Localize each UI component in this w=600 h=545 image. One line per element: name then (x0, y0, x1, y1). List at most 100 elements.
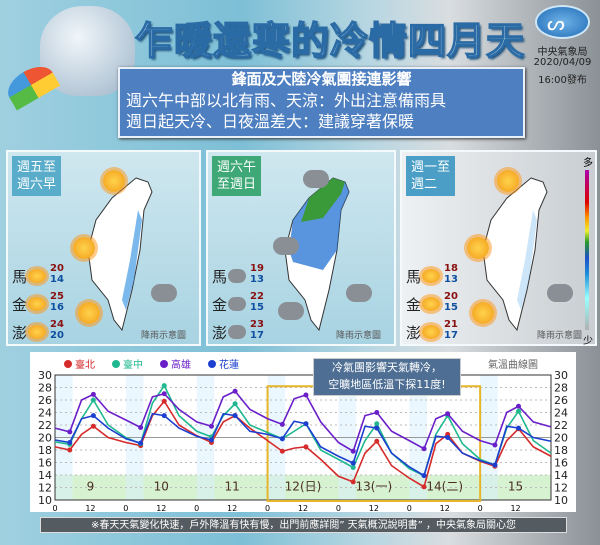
sun-icon (28, 269, 46, 283)
issue-date: 2020/04/09 (533, 57, 592, 68)
rain-cloud-icon (273, 237, 299, 255)
y-tick-label-right: 22 (554, 419, 568, 432)
data-point (350, 448, 356, 454)
island-high-temp: 20 (50, 263, 64, 274)
data-point (516, 408, 522, 414)
day-label: 9 (87, 480, 95, 494)
x-hour-tick: 0 (123, 504, 128, 512)
rain-map-caption: 降雨示意圖 (336, 331, 382, 341)
island-low-temp: 14 (50, 274, 64, 285)
data-point (350, 465, 356, 470)
data-point (161, 398, 167, 404)
island-high-temp: 24 (50, 319, 64, 330)
data-point (90, 423, 96, 429)
data-point (303, 444, 309, 450)
island-low-temp: 15 (250, 302, 264, 313)
rain-cloud-icon (228, 325, 246, 339)
day-label: 10 (154, 480, 169, 494)
legend-marker (208, 360, 216, 368)
taiwan-rain-map (481, 177, 548, 332)
forecast-panel-1: 週五至 週六早 降雨示意圖 馬 20 14 金 25 16 澎 24 20 (6, 150, 201, 346)
y-tick-label-left: 10 (38, 494, 52, 507)
island-name: 金 (212, 296, 228, 314)
y-tick-label-left: 20 (38, 432, 52, 445)
temperature-chart: 10 10 12 12 14 14 16 16 18 18 20 20 22 22 24 24 26 26 28 28… (30, 352, 576, 513)
panel-period-label: 週五至 週六早 (12, 156, 62, 196)
island-name: 馬 (12, 268, 28, 286)
x-hour-tick: 0 (52, 504, 57, 512)
island-low-temp: 13 (444, 274, 458, 285)
rain-cloud-icon (228, 269, 246, 283)
island-high-temp: 21 (444, 319, 458, 330)
x-hour-tick: 12 (440, 504, 450, 512)
y-tick-label-left: 28 (38, 382, 52, 395)
data-point (516, 403, 522, 409)
island-name: 金 (12, 296, 28, 314)
y-tick-label-left: 18 (38, 444, 52, 457)
sun-icon (28, 325, 46, 339)
island-name: 澎 (12, 324, 28, 342)
y-tick-label-left: 22 (38, 419, 52, 432)
legend-marker (112, 360, 120, 368)
sun-cloud-icon (467, 237, 489, 259)
sun-cloud-icon (73, 237, 95, 259)
island-name: 澎 (212, 324, 228, 342)
day-label: 15 (508, 480, 523, 494)
data-point (445, 435, 451, 440)
legend-label: 花蓮 (219, 358, 239, 371)
data-point (208, 423, 214, 429)
y-tick-label-left: 14 (38, 469, 52, 482)
island-name: 馬 (212, 268, 228, 286)
y-tick-label-left: 30 (38, 369, 52, 382)
data-point (421, 446, 427, 452)
island-low-temp: 17 (250, 330, 264, 341)
data-point (90, 397, 96, 403)
rain-cloud-icon (303, 170, 329, 188)
sun-icon (422, 297, 440, 311)
chart-note-line-2: 空曠地區低溫下探11度! (328, 378, 446, 391)
legend-label: 臺中 (123, 358, 143, 371)
summary-box: 鋒面及大陸冷氣團接連影響 週六午中部以北有雨、天涼：外出注意備雨具 週日起天冷、… (118, 67, 525, 138)
chart-note-line-1: 冷氣團影響天氣轉冷， (332, 361, 442, 374)
data-point (138, 440, 144, 446)
sun-cloud-icon (472, 302, 494, 324)
data-point (232, 413, 238, 419)
island-name: 馬 (406, 268, 422, 286)
legend-marker (64, 360, 72, 368)
data-point (374, 410, 380, 415)
island-high-temp: 23 (250, 319, 264, 330)
data-point (138, 425, 144, 430)
issue-time: 16:00發布 (538, 75, 587, 86)
x-hour-tick: 12 (369, 504, 379, 512)
y-tick-label-right: 12 (554, 482, 568, 495)
data-point (374, 425, 380, 431)
y-tick-label-right: 24 (554, 407, 568, 420)
y-tick-label-right: 10 (554, 494, 568, 507)
series-line-花蓮 (54, 412, 552, 477)
chart-title: 氣溫曲線圖 (488, 358, 538, 371)
x-hour-tick: 12 (156, 504, 166, 512)
data-point (421, 473, 427, 479)
day-label: 13(一) (356, 480, 393, 494)
footer-banner: ※春天天氣變化快速，戶外降溫有快有慢，出門前應詳閱” 天氣概況說明書” ，中央氣… (40, 517, 567, 533)
rain-cloud-icon (346, 284, 372, 302)
data-point (161, 413, 167, 419)
panel-period-label: 週一至 週二 (406, 156, 456, 196)
agency-name: 中央氣象局 (537, 47, 588, 58)
data-point (445, 411, 451, 417)
data-point (350, 460, 356, 466)
data-point (67, 447, 73, 453)
x-hour-tick: 12 (85, 504, 95, 512)
data-point (208, 437, 214, 443)
y-tick-label-right: 16 (554, 457, 568, 470)
island-name: 澎 (406, 324, 422, 342)
island-low-temp: 15 (444, 302, 458, 313)
data-point (279, 436, 285, 442)
data-point (232, 401, 238, 407)
rain-map-caption: 降雨示意圖 (141, 331, 187, 341)
sun-cloud-icon (103, 170, 125, 192)
data-point (492, 442, 498, 448)
rain-cloud-icon (547, 284, 573, 302)
data-point (350, 479, 356, 485)
rain-map-caption: 降雨示意圖 (537, 331, 583, 341)
